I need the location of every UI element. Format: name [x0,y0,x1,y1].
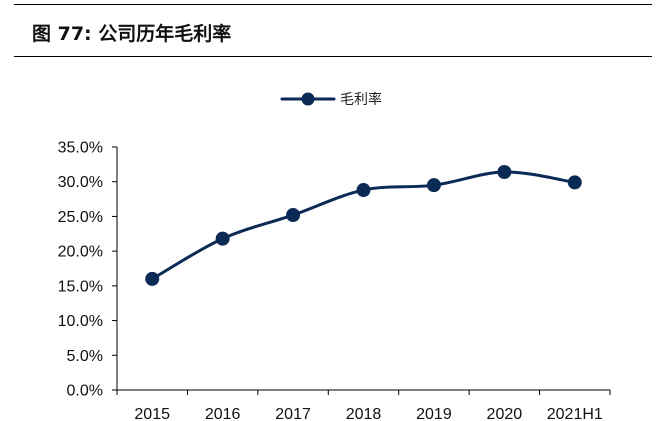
title-bottom-rule [14,56,652,57]
x-tick-label: 2016 [205,406,241,421]
data-point-marker [426,178,441,193]
title-top-rule [14,4,652,5]
x-axis: 2015 2016 2017 2018 2019 2020 2021H1 [116,389,611,421]
data-point-marker [145,271,160,286]
data-point-marker [356,183,371,198]
figure-title: 图 77: 公司历年毛利率 [32,23,232,45]
y-tick-label: 15.0% [58,278,103,295]
data-point-marker [286,208,301,223]
y-tick-label: 5.0% [67,348,103,365]
x-tick-label: 2017 [275,406,311,421]
y-tick-label: 0.0% [67,383,103,400]
data-point-marker [567,175,582,190]
y-axis: 0.0% 5.0% 10.0% 15.0% 20.0% 25.0% 30.0% 35.0% [58,140,118,400]
y-tick-label: 20.0% [58,244,103,261]
x-tick-label: 2020 [487,406,523,421]
y-tick-label: 10.0% [58,313,103,330]
y-tick-label: 30.0% [58,174,103,191]
x-tick-label: 2018 [346,406,382,421]
y-tick-label: 25.0% [58,209,103,226]
legend-marker-swatch [301,92,315,106]
y-tick-label: 35.0% [58,140,103,157]
x-tick-label: 2019 [416,406,452,421]
x-tick-label: 2021H1 [547,406,603,421]
data-point-marker [215,231,230,246]
series-layer [145,164,582,286]
data-point-marker [497,164,512,179]
legend-label: 毛利率 [340,91,382,108]
x-tick-label: 2015 [134,406,170,421]
chart-legend: 毛利率 [280,91,382,108]
